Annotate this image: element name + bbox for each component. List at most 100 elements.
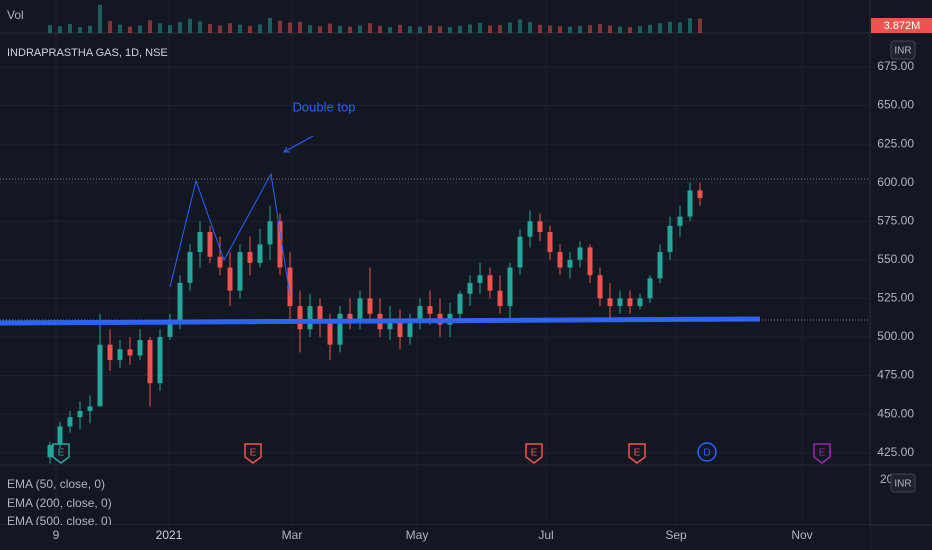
- dividend-marker: [697, 442, 717, 462]
- event-label: D: [703, 448, 710, 459]
- candle-body: [637, 298, 643, 307]
- volume-bar: [388, 27, 392, 33]
- candle-body: [67, 417, 73, 427]
- annotation-arrowhead: [283, 146, 290, 153]
- x-tick-label: 2021: [156, 528, 183, 542]
- volume-bar: [128, 26, 132, 33]
- indicator-legend[interactable]: EMA (200, close, 0): [7, 496, 112, 510]
- volume-bar: [238, 24, 242, 33]
- volume-bar: [518, 19, 522, 33]
- volume-bar: [488, 25, 492, 33]
- volume-bar: [348, 26, 352, 33]
- candle-body: [127, 349, 133, 356]
- candle-body: [237, 252, 243, 291]
- volume-legend: Vol: [7, 8, 24, 22]
- volume-bar: [148, 20, 152, 33]
- candle-body: [167, 321, 173, 337]
- candle-body: [557, 252, 563, 268]
- candle-body: [137, 340, 143, 356]
- candle-body: [487, 275, 493, 291]
- volume-bar: [648, 24, 652, 33]
- candle-body: [667, 225, 673, 253]
- x-tick-label: May: [406, 528, 429, 542]
- event-label: E: [58, 448, 65, 459]
- volume-bar: [308, 25, 312, 33]
- candle-body: [227, 267, 233, 291]
- candle-body: [207, 232, 213, 257]
- candle-body: [657, 252, 663, 279]
- volume-bar: [458, 25, 462, 33]
- earnings-marker: [525, 443, 543, 464]
- volume-bar: [568, 26, 572, 33]
- candle-body: [307, 306, 313, 330]
- volume-bar: [408, 26, 412, 33]
- x-tick-label: Nov: [791, 528, 812, 542]
- candle-body: [217, 256, 223, 268]
- candle-body: [257, 244, 263, 263]
- candle-body: [277, 221, 283, 268]
- volume-bar: [398, 24, 402, 33]
- volume-bar: [298, 21, 302, 33]
- candle-body: [117, 349, 123, 361]
- volume-bar: [258, 24, 262, 33]
- indicator-legend[interactable]: EMA (50, close, 0): [7, 477, 105, 491]
- x-tick-label: 9: [53, 528, 60, 542]
- currency-label[interactable]: INR: [894, 479, 911, 490]
- grid: [0, 0, 870, 525]
- volume-bar: [378, 25, 382, 33]
- x-tick-label: Jul: [538, 528, 553, 542]
- volume-bar: [468, 24, 472, 33]
- symbol-legend[interactable]: INDRAPRASTHA GAS, 1D, NSE: [7, 47, 168, 59]
- candle-body: [537, 221, 543, 233]
- candle-body: [517, 236, 523, 268]
- y-tick-label: 550.00: [877, 252, 914, 266]
- y-tick-label: 600.00: [877, 175, 914, 189]
- volume-bar: [218, 25, 222, 33]
- y-tick-label: 650.00: [877, 98, 914, 112]
- currency-button[interactable]: [890, 473, 916, 493]
- currency-label[interactable]: INR: [894, 46, 911, 57]
- volume-bar: [478, 22, 482, 33]
- indicator-legend[interactable]: EMA (500, close, 0): [7, 514, 112, 528]
- volume-bar: [58, 26, 62, 33]
- volume-bar: [358, 25, 362, 33]
- candle-body: [677, 216, 683, 226]
- y-tick-label: 500.00: [877, 329, 914, 343]
- volume-bar: [528, 22, 532, 33]
- volume-bar: [178, 22, 182, 33]
- candle-body: [407, 321, 413, 337]
- volume-bar: [608, 25, 612, 33]
- lower-axis-tick: 20: [880, 472, 894, 486]
- annotation[interactable]: Double top: [293, 99, 356, 114]
- candle-body: [317, 306, 323, 322]
- volume-bar: [678, 22, 682, 33]
- volume-bar: [288, 22, 292, 33]
- plot: [47, 4, 703, 464]
- volume-bar: [438, 26, 442, 33]
- volume-bar: [188, 18, 192, 33]
- volume-bar: [108, 21, 112, 33]
- volume-bar: [508, 22, 512, 33]
- volume-bar: [448, 27, 452, 33]
- volume-bar: [558, 26, 562, 33]
- volume-bar: [158, 23, 162, 33]
- volume-bar: [318, 26, 322, 33]
- volume-bar: [668, 21, 672, 33]
- candle-body: [87, 406, 93, 411]
- earnings-marker: [813, 443, 831, 464]
- x-tick-label: Sep: [665, 528, 687, 542]
- volume-bar: [328, 23, 332, 33]
- double-top-drawing[interactable]: [169, 172, 291, 297]
- volume-tag: [871, 18, 932, 33]
- y-tick-label: 475.00: [877, 368, 914, 382]
- volume-bar: [698, 18, 702, 33]
- volume-bar: [118, 24, 122, 33]
- volume-bar: [88, 25, 92, 33]
- currency-button[interactable]: [890, 40, 916, 60]
- event-label: E: [819, 448, 826, 459]
- candle-body: [577, 247, 583, 260]
- candle-body: [247, 252, 253, 263]
- candle-body: [347, 313, 353, 322]
- volume-bar: [268, 18, 272, 33]
- volume-bar: [548, 25, 552, 33]
